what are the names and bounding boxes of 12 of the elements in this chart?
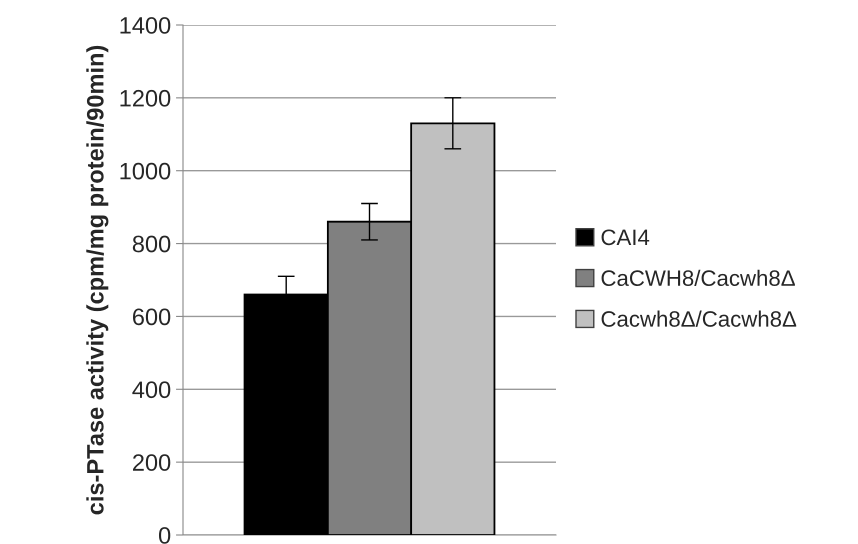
y-tick-label: 600 (133, 308, 170, 326)
y-tick-label: 800 (132, 236, 170, 252)
y-axis-title: cis-PTase activity (cpm/mg protein/90min) (86, 46, 108, 514)
legend-label: CAI4 (602, 229, 650, 246)
y-tick-label: 1200 (120, 90, 170, 107)
y-tick-label: 400 (132, 381, 170, 398)
legend-label: Cacwh8Δ/Cacwh8Δ (602, 310, 796, 327)
y-tick-label: 1400 (120, 17, 170, 34)
legend-label: CaCWH8/Cacwh8Δ (602, 270, 795, 286)
y-tick-label: 200 (132, 454, 170, 471)
y-tick-label: 1000 (120, 162, 170, 180)
y-tick-label: 0 (158, 527, 170, 544)
